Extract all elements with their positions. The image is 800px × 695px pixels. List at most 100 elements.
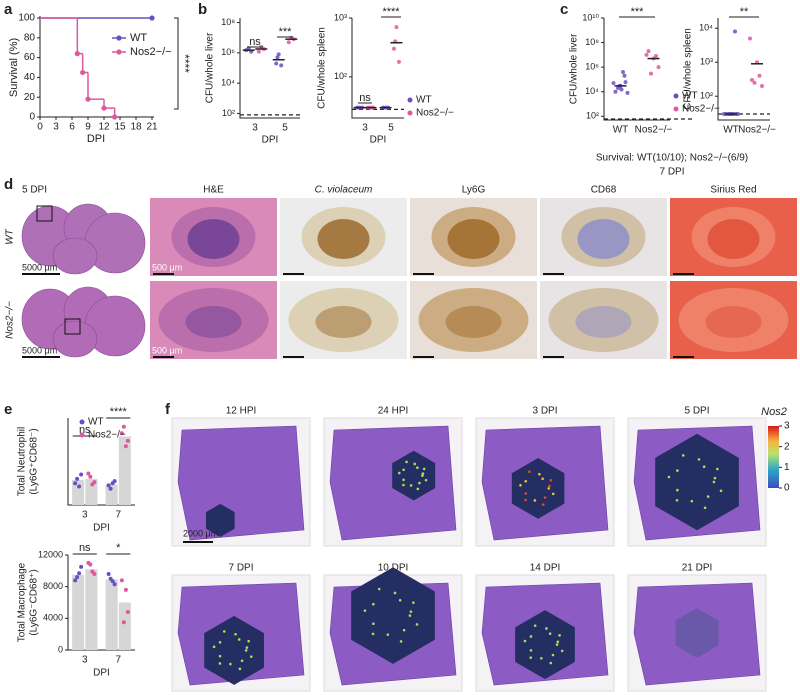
panel-letter: e [4, 401, 12, 418]
panel-letter: c [560, 1, 568, 18]
axis [603, 18, 670, 121]
x-tick-label: 6 [69, 122, 75, 133]
point [90, 569, 95, 574]
bar [85, 478, 98, 505]
x-tick-label: 7 [115, 510, 121, 521]
scale-label: 500 µm [152, 345, 182, 355]
tile-title: 5 DPI [684, 406, 709, 417]
y-tick-label: 8000 [43, 581, 63, 591]
expression-spot [529, 649, 533, 652]
bar [105, 579, 118, 650]
bar [118, 602, 131, 650]
expression-spot [541, 503, 545, 506]
lesion-core [705, 306, 762, 338]
point [85, 96, 91, 102]
point [613, 89, 618, 94]
expression-spot [555, 643, 559, 646]
expression-spot [240, 659, 244, 663]
point [622, 73, 627, 78]
expression-spot [538, 472, 541, 476]
legend-marker [79, 419, 85, 425]
point [621, 70, 625, 75]
point [123, 587, 128, 592]
x-tick-label: 12 [98, 122, 110, 133]
expression-spot [212, 645, 216, 649]
legend-label: WT [416, 95, 432, 106]
liver-lobe [52, 237, 98, 275]
expression-spot [558, 634, 561, 637]
expression-spot [399, 640, 403, 643]
legend-marker [116, 35, 122, 41]
y-tick-label: 10² [334, 71, 347, 81]
point [79, 472, 84, 477]
y-tick-label: 10² [700, 91, 713, 101]
point [75, 575, 80, 580]
legend-label: WT [88, 417, 104, 428]
lesion-core [447, 219, 500, 259]
expression-spot [409, 484, 413, 487]
significance: ns [79, 542, 91, 554]
expression-spot [676, 488, 679, 492]
significance: **** [382, 6, 400, 18]
point [644, 52, 649, 57]
expression-spot [416, 466, 419, 470]
point [391, 46, 396, 51]
expression-spot [540, 656, 543, 660]
column-title: CD68 [591, 185, 617, 196]
x-tick-label: 3 [82, 655, 88, 666]
expression-spot [549, 478, 553, 482]
bar [118, 436, 131, 505]
legend-label: WT [682, 91, 698, 102]
colorbar-tick-label: 2 [784, 441, 790, 452]
expression-spot [524, 492, 528, 495]
row-label: WT [5, 228, 16, 244]
expression-spot [690, 499, 694, 503]
point [121, 620, 126, 625]
panel-letter: b [198, 1, 207, 18]
sig-bracket [174, 17, 179, 110]
spot-region [675, 608, 719, 658]
point [90, 482, 95, 487]
y-tick-label: 4000 [43, 613, 63, 623]
expression-spot [412, 601, 415, 604]
y-tick-label: 10⁴ [221, 78, 235, 88]
bar [72, 479, 85, 505]
x-tick-label: 18 [130, 122, 142, 133]
expression-spot [529, 656, 533, 659]
significance: * [116, 542, 121, 554]
y-tick-label: 80 [24, 32, 36, 43]
significance: **** [178, 54, 192, 73]
y-tick-label: 10⁶ [221, 47, 235, 57]
expression-spot [218, 654, 222, 658]
y-tick-label: 10³ [334, 12, 347, 22]
significance: ns [359, 92, 371, 104]
legend-label: WT [130, 32, 147, 44]
y-tick-label: 40 [24, 72, 36, 83]
point [101, 105, 107, 111]
point [123, 444, 128, 449]
axis [239, 18, 300, 119]
expression-spot [237, 638, 241, 641]
y-tick-label: 0 [29, 112, 35, 123]
column-title: H&E [203, 185, 224, 196]
y-tick-label: 10⁴ [585, 86, 599, 96]
x-tick-label: 3 [362, 123, 368, 134]
x-tick-label: Nos2−/− [635, 125, 673, 136]
y-tick-label: 10⁶ [585, 62, 599, 72]
liver-lobe [52, 320, 98, 358]
y-axis-label: (Ly6G⁻CD68⁺) [29, 569, 40, 635]
column-title: Ly6G [462, 185, 486, 196]
x-axis-label: DPI [370, 135, 387, 146]
expression-spot [244, 649, 248, 652]
expression-spot [413, 462, 417, 466]
expression-spot [393, 591, 397, 595]
point [112, 582, 117, 587]
expression-spot [524, 479, 528, 483]
significance: *** [279, 26, 293, 38]
expression-spot [372, 602, 375, 606]
point [119, 578, 124, 583]
point [752, 80, 757, 85]
y-axis-label: Total Neutrophil [17, 427, 28, 496]
zoom-box [36, 205, 53, 222]
expression-spot [551, 492, 555, 496]
